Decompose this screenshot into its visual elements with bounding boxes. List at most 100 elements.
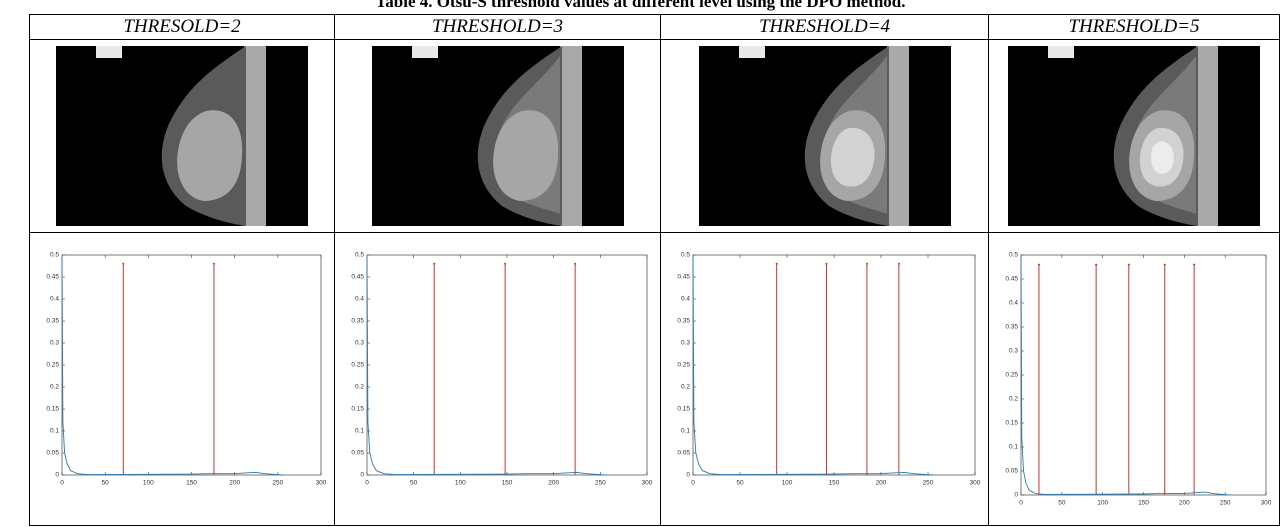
x-tick-label: 150	[501, 480, 512, 487]
x-tick-label: 100	[781, 480, 792, 487]
histogram-chart: 0 0.05 0.1 0.15 0.2 0.25 0.3 0.35 0.4 0.45 0.5 0 50 1…	[351, 252, 652, 487]
y-tick-label: 0.1	[354, 428, 363, 435]
results-table: THRESOLD=2 THRESHOLD=3 THRESHOLD=4 THRESHOL…	[29, 14, 1280, 526]
threshold-marker	[1127, 263, 1130, 266]
y-tick-label: 0.2	[354, 384, 363, 391]
side-strip	[244, 46, 266, 226]
label-tag	[96, 46, 122, 58]
image-cell	[660, 39, 989, 233]
y-tick-label: 0.45	[46, 274, 59, 281]
side-strip	[886, 46, 909, 226]
y-tick-label: 0.3	[1008, 348, 1017, 355]
x-tick-label: 300	[969, 480, 980, 487]
y-tick-label: 0.45	[677, 274, 690, 281]
histogram-curve	[366, 254, 605, 476]
breast-bright	[830, 127, 875, 187]
y-tick-label: 0.15	[46, 406, 59, 413]
threshold-marker	[824, 262, 827, 265]
threshold-marker	[121, 262, 124, 265]
y-tick-label: 0.25	[46, 362, 59, 369]
breast-dense	[177, 110, 243, 201]
histogram-curve	[692, 254, 933, 476]
y-tick-label: 0.15	[351, 406, 364, 413]
threshold-marker	[775, 262, 778, 265]
y-tick-label: 0.5	[354, 252, 363, 259]
image-cell	[988, 39, 1280, 233]
x-tick-label: 250	[1219, 500, 1230, 507]
y-tick-label: 0.45	[351, 274, 364, 281]
threshold-marker	[573, 262, 576, 265]
y-tick-label: 0.05	[1005, 468, 1018, 475]
column-header: THRESHOLD=4	[660, 14, 989, 40]
threshold-marker	[1163, 263, 1166, 266]
threshold-marker	[897, 262, 900, 265]
x-tick-label: 200	[1178, 500, 1189, 507]
y-tick-label: 0.05	[351, 450, 364, 457]
header-row: THRESOLD=2 THRESHOLD=3 THRESHOLD=4 THRESHOL…	[29, 14, 1280, 40]
y-tick-label: 0.2	[680, 384, 689, 391]
plot-frame	[61, 254, 321, 476]
y-tick-label: 0.15	[677, 406, 690, 413]
column-header: THRESOLD=2	[29, 14, 335, 40]
threshold-marker	[865, 262, 868, 265]
y-tick-label: 0.1	[680, 428, 689, 435]
x-tick-label: 0	[1019, 500, 1023, 507]
y-tick-label: 0.05	[677, 450, 690, 457]
histogram-chart: 0 0.05 0.1 0.15 0.2 0.25 0.3 0.35 0.4 0.45 0.5 0 50 1…	[1005, 252, 1271, 507]
histogram-curve	[61, 254, 282, 476]
y-tick-label: 0	[686, 472, 690, 479]
label-tag	[738, 46, 765, 58]
image-cell	[29, 39, 335, 233]
column-header: THRESHOLD=5	[988, 14, 1280, 40]
x-tick-label: 200	[875, 480, 886, 487]
y-tick-label: 0.5	[1008, 252, 1017, 259]
y-tick-label: 0.35	[46, 318, 59, 325]
plot-cell: 0 0.05 0.1 0.15 0.2 0.25 0.3 0.35 0.4 0.45 0.5 0 50 1…	[660, 232, 989, 526]
y-tick-label: 0.05	[46, 450, 59, 457]
plot-frame	[692, 254, 975, 476]
label-tag	[1048, 46, 1074, 58]
x-tick-label: 300	[1260, 500, 1271, 507]
y-tick-label: 0.3	[354, 340, 363, 347]
x-tick-label: 50	[736, 480, 744, 487]
x-tick-label: 150	[828, 480, 839, 487]
plot-frame	[1020, 254, 1266, 496]
x-tick-label: 50	[410, 480, 418, 487]
x-tick-label: 250	[272, 480, 283, 487]
image-row	[29, 39, 1280, 233]
image-cell	[334, 39, 661, 233]
y-tick-label: 0.5	[49, 252, 58, 259]
threshold-marker	[212, 262, 215, 265]
x-tick-label: 200	[229, 480, 240, 487]
y-tick-label: 0.25	[351, 362, 364, 369]
mammogram-image	[698, 46, 951, 226]
y-tick-label: 0.4	[354, 296, 363, 303]
y-tick-label: 0.1	[1008, 444, 1017, 451]
threshold-marker	[432, 262, 435, 265]
mammogram-image	[371, 46, 624, 226]
x-tick-label: 150	[1138, 500, 1149, 507]
y-tick-label: 0.1	[49, 428, 58, 435]
table-caption: Table 4. Otsu-S threshold values at diff…	[375, 0, 906, 11]
x-tick-label: 300	[641, 480, 652, 487]
threshold-marker	[1037, 263, 1040, 266]
x-tick-label: 300	[315, 480, 326, 487]
y-tick-label: 0.25	[1005, 372, 1018, 379]
threshold-marker	[1192, 263, 1195, 266]
x-tick-label: 0	[691, 480, 695, 487]
x-tick-label: 0	[365, 480, 369, 487]
y-tick-label: 0.2	[49, 384, 58, 391]
side-strip	[559, 46, 582, 226]
x-tick-label: 100	[454, 480, 465, 487]
y-tick-label: 0.35	[677, 318, 690, 325]
side-strip	[1196, 46, 1218, 226]
plot-cell: 0 0.05 0.1 0.15 0.2 0.25 0.3 0.35 0.4 0.45 0.5 0 50 1…	[988, 232, 1280, 526]
breast-brightest	[1151, 141, 1174, 174]
x-tick-label: 100	[142, 480, 153, 487]
x-tick-label: 50	[1058, 500, 1066, 507]
y-tick-label: 0	[55, 472, 59, 479]
histogram-curve	[1020, 254, 1229, 496]
y-tick-label: 0.35	[351, 318, 364, 325]
y-tick-label: 0.2	[1008, 396, 1017, 403]
